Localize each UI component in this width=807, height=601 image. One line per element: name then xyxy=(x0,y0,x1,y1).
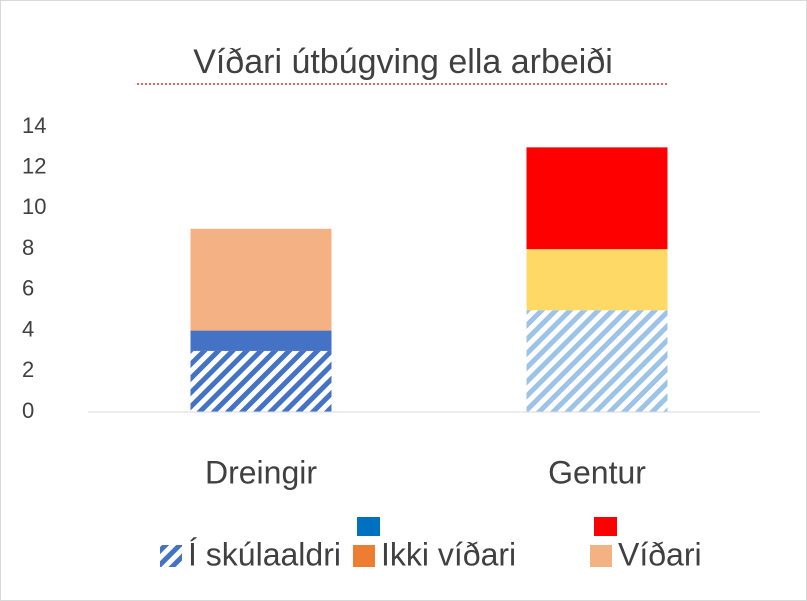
y-tick-label: 0 xyxy=(22,398,34,423)
y-tick-label: 6 xyxy=(22,276,34,301)
legend-swatch xyxy=(160,545,182,567)
y-tick-label: 2 xyxy=(22,357,34,382)
legend-swatch xyxy=(353,545,375,567)
bar-segment xyxy=(526,147,668,250)
legend-label: Víðari xyxy=(618,536,702,572)
bar-segment xyxy=(190,228,332,331)
chart-title: Víðari útbúgving ella arbeiði xyxy=(193,43,613,81)
bar-segment xyxy=(526,249,668,311)
x-tick-label: Dreingir xyxy=(205,454,317,490)
legend-extra-square xyxy=(357,517,380,536)
y-tick-label: 14 xyxy=(22,113,46,138)
x-tick-label: Gentur xyxy=(548,454,646,490)
bar-segment xyxy=(190,350,332,412)
legend-swatch xyxy=(590,545,612,567)
bar-segment xyxy=(190,330,332,351)
y-tick-label: 4 xyxy=(22,316,34,341)
legend-label: Ikki víðari xyxy=(381,536,516,572)
y-tick-label: 10 xyxy=(22,194,46,219)
legend-label: Í skúlaaldri xyxy=(188,536,341,572)
bar-segment xyxy=(526,310,668,412)
y-tick-label: 12 xyxy=(22,154,46,179)
y-tick-label: 8 xyxy=(22,235,34,260)
legend-extra-square xyxy=(594,517,617,536)
